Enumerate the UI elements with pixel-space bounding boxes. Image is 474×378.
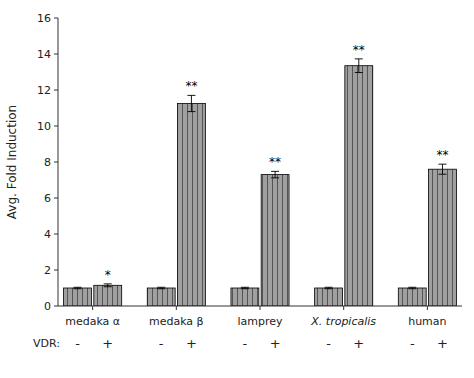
error-cap [74,288,82,289]
error-bar [241,287,249,288]
bar [315,288,343,306]
error-bar [271,171,279,177]
y-tick [54,54,58,55]
x-tick-label: medaka α [65,315,120,328]
error-cap [271,171,279,172]
error-bar [408,287,416,288]
error-bar [104,284,112,287]
bar [345,66,373,306]
series-name-label: - [159,336,164,351]
series-name-label: - [410,336,415,351]
error-line [442,164,443,174]
bar [64,288,92,306]
series-name-label: + [353,336,364,351]
y-tick [54,18,58,19]
error-cap [157,288,165,289]
error-line [275,171,276,177]
y-tick-label: 14 [37,48,51,61]
series-name-label: + [437,336,448,351]
error-cap [355,72,363,73]
x-tick [176,306,177,310]
bar [231,288,259,306]
error-cap [408,288,416,289]
series-name-label: + [186,336,197,351]
error-cap [241,288,249,289]
x-tick [260,306,261,310]
error-cap [187,95,195,96]
error-cap [104,286,112,287]
error-bar [74,287,82,288]
bar [261,175,289,306]
error-cap [408,287,416,288]
bar [147,288,175,306]
y-tick-label: 2 [44,264,51,277]
significance-label: ** [436,148,448,162]
error-line [358,59,359,73]
series-name-label: + [270,336,281,351]
series-name-label: - [326,336,331,351]
series-name-label: + [102,336,113,351]
error-bar [187,95,195,111]
significance-label: ** [185,79,197,93]
bar [94,285,122,306]
bar [429,169,457,306]
error-bar [438,164,446,174]
y-axis-label: Avg. Fold Induction [5,105,19,219]
y-tick [54,90,58,91]
series-name-label: - [243,336,248,351]
error-cap [325,288,333,289]
y-tick [54,162,58,163]
y-tick-label: 10 [37,120,51,133]
bar [398,288,426,306]
error-cap [355,58,363,59]
x-tick-label: X. tropicalis [310,315,376,328]
error-cap [438,174,446,175]
annotation: VDR: [33,337,60,350]
y-tick-label: 0 [44,300,51,313]
y-tick-label: 4 [44,228,51,241]
y-tick [54,306,58,307]
error-bar [157,287,165,288]
bar [177,104,205,307]
error-cap [104,283,112,284]
y-tick [54,234,58,235]
significance-label: * [105,268,111,282]
error-cap [325,287,333,288]
error-cap [271,177,279,178]
error-cap [74,287,82,288]
x-tick-label: human [408,315,446,328]
error-cap [187,111,195,112]
bars [64,59,457,306]
error-line [191,95,192,111]
significance-label: ** [269,155,281,169]
error-cap [241,287,249,288]
y-tick-label: 12 [37,84,51,97]
x-tick [427,306,428,310]
x-tick [92,306,93,310]
error-bar [325,287,333,288]
error-bar [355,59,363,73]
y-tick-label: 6 [44,192,51,205]
significance-label: ** [353,43,365,57]
chart-container: *********0246810121416Avg. Fold Inductio… [0,0,474,378]
x-tick [343,306,344,310]
y-tick [54,198,58,199]
error-cap [157,287,165,288]
y-tick [54,126,58,127]
x-tick-label: medaka β [149,315,204,328]
x-tick-label: lamprey [237,315,283,328]
y-tick-label: 8 [44,156,51,169]
y-tick-label: 16 [37,12,51,25]
series-name-label: - [75,336,80,351]
error-cap [438,164,446,165]
y-tick [54,270,58,271]
chart-svg: *********0246810121416Avg. Fold Inductio… [0,0,474,378]
